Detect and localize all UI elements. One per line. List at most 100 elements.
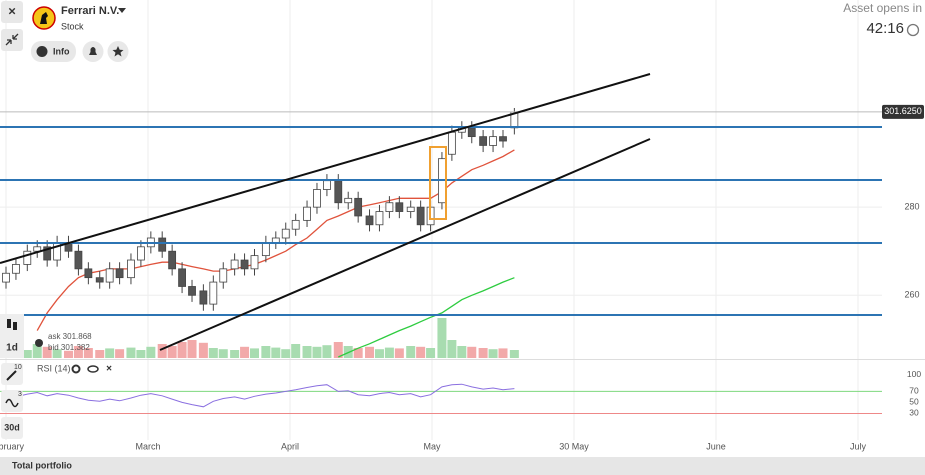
volume-bar xyxy=(374,349,384,358)
volume-bar xyxy=(322,345,332,358)
pencil-icon xyxy=(6,370,17,381)
left-panel: 1d ask 301.868 bid 301.382 10 3 30d xyxy=(0,314,925,439)
candle-body xyxy=(344,197,353,204)
candle-body xyxy=(313,189,321,208)
candle-body xyxy=(188,286,196,296)
close-icon: × xyxy=(8,3,16,18)
bell-icon xyxy=(89,47,97,55)
asset-name[interactable]: Ferrari N.V. xyxy=(61,5,119,17)
candle-body xyxy=(95,277,104,283)
volume-bar xyxy=(177,342,187,358)
candle-body xyxy=(250,255,259,270)
candle-body xyxy=(375,211,384,226)
logo-horse xyxy=(40,12,48,24)
volume-bar xyxy=(95,350,105,358)
rsi-line xyxy=(5,383,515,408)
candle-body xyxy=(291,219,300,230)
volume-bar xyxy=(302,346,312,358)
x-tick-label: July xyxy=(850,441,867,451)
close-button[interactable] xyxy=(1,1,23,23)
candle-body xyxy=(23,250,32,265)
volume-bar xyxy=(22,350,32,358)
candle-body xyxy=(489,136,497,146)
rsi-header: RSI (14) × xyxy=(37,363,112,374)
candle-body xyxy=(499,136,507,142)
candle-body xyxy=(334,180,343,204)
trend-line xyxy=(159,138,651,351)
volume-bar xyxy=(250,348,259,358)
x-tick-label: March xyxy=(135,441,160,451)
volume-bar xyxy=(281,349,291,358)
collapse-button[interactable] xyxy=(1,29,23,51)
candle-body xyxy=(447,131,456,155)
rsi-title: RSI (14) xyxy=(37,363,71,373)
candle-body xyxy=(303,206,311,221)
collapse-icon xyxy=(5,33,19,46)
rsi-tick-label: 70 xyxy=(909,386,919,396)
portfolio-label[interactable]: Total portfolio xyxy=(12,460,72,470)
candle-icon xyxy=(13,322,17,330)
indicator-count: 10 xyxy=(14,364,22,371)
candle-body xyxy=(168,250,177,270)
asset-dropdown[interactable] xyxy=(118,8,126,13)
volume-bar xyxy=(167,346,177,358)
candle-body xyxy=(74,250,83,270)
volume-bar xyxy=(291,344,301,358)
x-tick-label: June xyxy=(706,441,726,451)
candle-body xyxy=(105,268,114,283)
volume-bar xyxy=(198,342,208,358)
asset-type: Stock xyxy=(61,21,84,31)
volume-bar xyxy=(42,346,52,358)
footer-bar xyxy=(0,457,925,475)
volume-bar xyxy=(447,340,457,358)
settings-icon[interactable] xyxy=(71,364,81,374)
volume-bar xyxy=(52,349,62,358)
volume-bar xyxy=(126,347,136,358)
volume-bar xyxy=(271,347,281,358)
countdown-label: Asset opens in xyxy=(843,1,922,15)
volume-bar xyxy=(312,346,322,358)
star-icon xyxy=(112,46,124,57)
candle-body xyxy=(199,290,208,305)
trend-line xyxy=(0,73,651,264)
volume-bar xyxy=(63,350,73,358)
last-price-label: 301.6250 xyxy=(884,106,922,116)
info-label: Info xyxy=(53,46,70,56)
remove-icon[interactable]: × xyxy=(106,364,112,375)
volume-bar xyxy=(437,318,447,358)
period: 30d xyxy=(4,422,20,432)
candle-body xyxy=(406,206,415,212)
volume-bar xyxy=(333,342,343,358)
indicator-button[interactable] xyxy=(1,390,23,412)
volume-bar xyxy=(230,350,240,358)
volume-bar xyxy=(208,348,218,358)
candle-body xyxy=(467,127,476,138)
volume-bar xyxy=(384,347,394,358)
x-tick-label: 30 May xyxy=(559,441,589,451)
volume-bar xyxy=(406,346,416,358)
info-icon xyxy=(36,46,48,57)
candle-body xyxy=(240,259,249,270)
candle-body xyxy=(136,246,145,261)
candle-body xyxy=(84,268,93,279)
volume-bar xyxy=(457,346,467,358)
candle-body xyxy=(43,246,52,261)
volume-bar xyxy=(467,346,477,358)
volume-bar xyxy=(73,346,83,358)
volume-bar xyxy=(498,348,508,358)
candle-body xyxy=(230,259,239,270)
candle-body xyxy=(323,180,331,190)
wave-icon xyxy=(5,398,19,408)
timeframe-box[interactable] xyxy=(0,314,24,358)
y-tick-label: 280 xyxy=(904,202,919,212)
volume-bar xyxy=(218,349,228,358)
volume-bar xyxy=(157,344,167,358)
candle-body xyxy=(385,202,394,212)
x-tick-label: April xyxy=(281,441,299,451)
visibility-icon[interactable] xyxy=(87,365,99,373)
quote-icon xyxy=(35,339,43,347)
period-button[interactable] xyxy=(1,417,23,439)
candle-body xyxy=(115,268,124,279)
